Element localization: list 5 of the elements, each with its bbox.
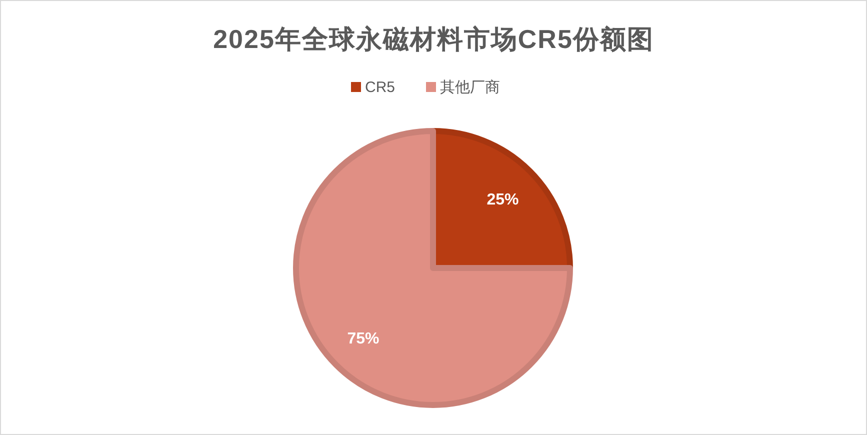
legend-label: 其他厂商 bbox=[440, 79, 500, 96]
legend-label: CR5 bbox=[365, 79, 396, 96]
data-label: 75% bbox=[347, 330, 380, 348]
chart-title: 2025年全球永磁材料市场CR5份额图 bbox=[213, 24, 654, 54]
data-label: 25% bbox=[486, 191, 519, 208]
